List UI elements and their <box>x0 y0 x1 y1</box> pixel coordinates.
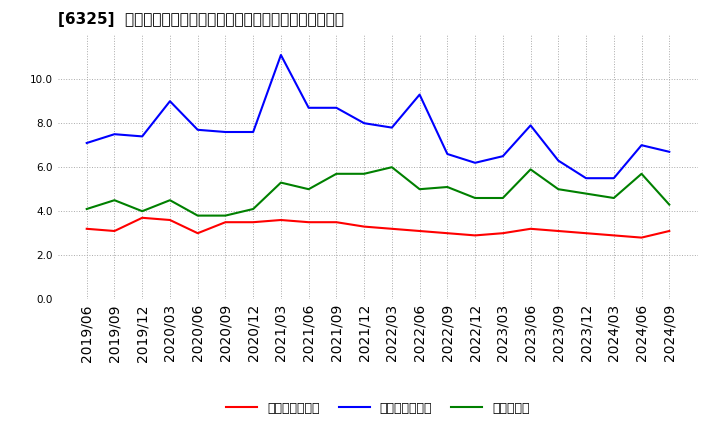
買入債務回転率 <box>554 158 562 163</box>
在庫回転率 <box>554 187 562 192</box>
売上債権回転率 <box>276 217 285 223</box>
売上債権回転率 <box>443 231 451 236</box>
買入債務回転率 <box>526 123 535 128</box>
売上債権回転率 <box>582 231 590 236</box>
買入債務回転率 <box>332 105 341 110</box>
買入債務回転率 <box>443 151 451 157</box>
買入債務回転率 <box>221 129 230 135</box>
在庫回転率 <box>166 198 174 203</box>
買入債務回転率 <box>387 125 396 130</box>
売上債権回転率 <box>221 220 230 225</box>
買入債務回転率 <box>138 134 147 139</box>
在庫回転率 <box>305 187 313 192</box>
買入債務回転率 <box>360 121 369 126</box>
Text: [6325]  売上債権回転率、買入債務回転率、在庫回転率の推移: [6325] 売上債権回転率、買入債務回転率、在庫回転率の推移 <box>58 12 343 27</box>
売上債権回転率 <box>110 228 119 234</box>
売上債権回転率 <box>249 220 258 225</box>
売上債権回転率 <box>387 226 396 231</box>
売上債権回転率 <box>166 217 174 223</box>
買入債務回転率 <box>498 154 507 159</box>
在庫回転率 <box>498 195 507 201</box>
在庫回転率 <box>665 202 674 207</box>
在庫回転率 <box>82 206 91 212</box>
買入債務回転率 <box>249 129 258 135</box>
売上債権回転率 <box>360 224 369 229</box>
在庫回転率 <box>221 213 230 218</box>
買入債務回転率 <box>582 176 590 181</box>
売上債権回転率 <box>332 220 341 225</box>
買入債務回転率 <box>665 149 674 154</box>
在庫回転率 <box>194 213 202 218</box>
買入債務回転率 <box>637 143 646 148</box>
在庫回転率 <box>360 171 369 176</box>
売上債権回転率 <box>637 235 646 240</box>
在庫回転率 <box>110 198 119 203</box>
売上債権回転率 <box>138 215 147 220</box>
在庫回転率 <box>276 180 285 185</box>
在庫回転率 <box>415 187 424 192</box>
売上債権回転率 <box>554 228 562 234</box>
Line: 在庫回転率: 在庫回転率 <box>86 167 670 216</box>
買入債務回転率 <box>471 160 480 165</box>
在庫回転率 <box>443 184 451 190</box>
在庫回転率 <box>582 191 590 196</box>
売上債権回転率 <box>526 226 535 231</box>
買入債務回転率 <box>609 176 618 181</box>
在庫回転率 <box>138 209 147 214</box>
買入債務回転率 <box>415 92 424 97</box>
Line: 売上債権回転率: 売上債権回転率 <box>86 218 670 238</box>
買入債務回転率 <box>305 105 313 110</box>
買入債務回転率 <box>276 52 285 58</box>
在庫回転率 <box>609 195 618 201</box>
売上債権回転率 <box>609 233 618 238</box>
在庫回転率 <box>332 171 341 176</box>
Line: 買入債務回転率: 買入債務回転率 <box>86 55 670 178</box>
売上債権回転率 <box>82 226 91 231</box>
売上債権回転率 <box>665 228 674 234</box>
買入債務回転率 <box>110 132 119 137</box>
売上債権回転率 <box>305 220 313 225</box>
売上債権回転率 <box>194 231 202 236</box>
売上債権回転率 <box>498 231 507 236</box>
Legend: 売上債権回転率, 買入債務回転率, 在庫回転率: 売上債権回転率, 買入債務回転率, 在庫回転率 <box>221 397 535 420</box>
買入債務回転率 <box>194 127 202 132</box>
在庫回転率 <box>526 167 535 172</box>
在庫回転率 <box>471 195 480 201</box>
買入債務回転率 <box>82 140 91 146</box>
在庫回転率 <box>637 171 646 176</box>
買入債務回転率 <box>166 99 174 104</box>
売上債権回転率 <box>415 228 424 234</box>
在庫回転率 <box>249 206 258 212</box>
売上債権回転率 <box>471 233 480 238</box>
在庫回転率 <box>387 165 396 170</box>
